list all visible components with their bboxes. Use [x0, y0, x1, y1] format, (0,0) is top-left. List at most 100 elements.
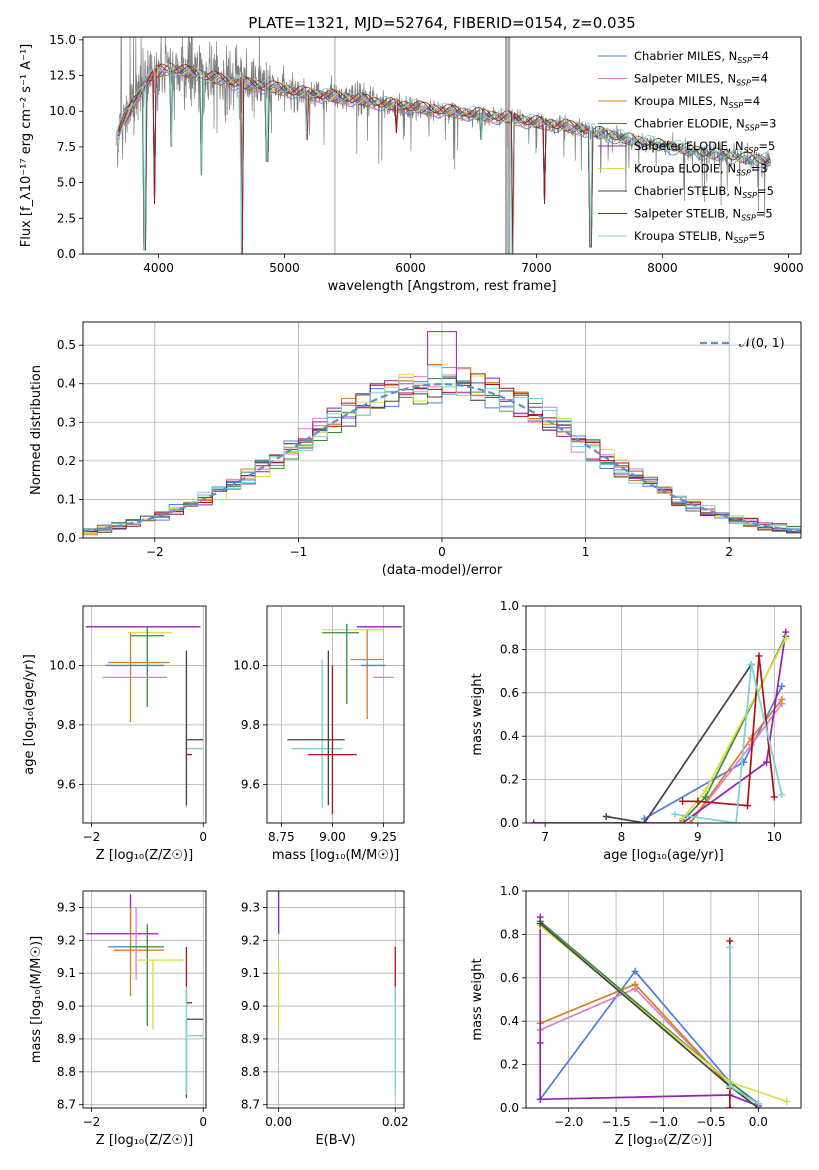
mw-age-frame	[525, 605, 802, 824]
mw-z-xtick-label: −1.5	[602, 1115, 631, 1129]
mw-z-xtick-label: −0.5	[696, 1115, 725, 1129]
mass-ebv-xtick-label: 0.02	[382, 1115, 409, 1129]
legend-entry: Salpeter MILES, NSSP=4	[634, 72, 768, 88]
residuals-legend: 𝒩(0, 1)	[700, 335, 785, 350]
mw-age-ytick-label: 0.0	[500, 816, 519, 830]
mass-weight-marker	[726, 943, 734, 951]
mass-z-ytick-label: 9.1	[57, 966, 76, 980]
mass-weight-marker	[778, 682, 786, 690]
mass-weight-marker	[602, 812, 610, 820]
mass-weight-marker	[631, 967, 639, 975]
spectrum-model-line	[117, 63, 771, 254]
mass-weight-line	[674, 664, 783, 823]
mass-z-ytick-label: 9.3	[57, 900, 76, 914]
mass-weight-marker	[631, 980, 639, 988]
mass-z-xtick-label: −2	[83, 1115, 101, 1129]
age-mass-xtick-label: 8.75	[268, 830, 295, 844]
residuals-axes: −2 −1 0 1 2 0.0 0.1 0.2 0.3 0.4 0.5 (data-model)/er…	[29, 321, 802, 578]
mass-ebv-ytick-label: 9.0	[241, 999, 260, 1013]
mw-z-ytick-label: 0.6	[500, 971, 519, 985]
mass-weight-marker	[536, 1095, 544, 1103]
mass-weight-marker	[536, 920, 544, 928]
spectrum-ytick-label: 10.0	[49, 104, 76, 118]
age-z-ylabel: age [log₁₀(age/yr)]	[22, 654, 37, 775]
age-mass-ytick-label: 10.0	[233, 658, 260, 672]
age-mass-xlabel: mass [log₁₀(M/M☉)]	[272, 848, 399, 863]
mass-weight-marker	[726, 1082, 734, 1090]
mass-weight-marker	[530, 819, 538, 823]
mw-z-axes: −2.0 −1.5 −1.0 −0.5 0.0 0.0 0.2 0.4 0.6 0.8 1.0 Z […	[470, 884, 802, 1148]
age-z-axes: −2 0 9.6 9.8 10.0 Z [log₁₀(Z/Z☉)] age [log₁₀(a…	[22, 605, 207, 863]
residuals-xtick-label: 2	[725, 545, 733, 559]
mass-ebv-ytick-label: 9.1	[241, 966, 260, 980]
mass-weight-marker	[702, 786, 710, 794]
spectrum-xtick-label: 7000	[521, 261, 552, 275]
legend-entry: Salpeter ELODIE, NSSP=5	[634, 139, 775, 155]
spectrum-xtick-label: 5000	[269, 261, 300, 275]
mass-z-ytick-label: 8.9	[57, 1032, 76, 1046]
mass-weight-marker	[778, 791, 786, 799]
age-z-xtick-label: −2	[83, 830, 101, 844]
mw-z-ytick-label: 0.8	[500, 927, 519, 941]
age-mass-ytick-label: 9.8	[241, 718, 260, 732]
spectrum-axes: 4000 5000 6000 7000 8000 9000 0.0 2.5 5.0 7.5 10.0…	[19, 33, 804, 294]
residuals-ytick-label: 0.3	[57, 415, 76, 429]
residual-histogram	[83, 373, 801, 532]
mass-z-xtick-label: 0	[199, 1115, 207, 1129]
residuals-ylabel: Normed distribution	[29, 365, 44, 495]
spectrum-model-line	[117, 63, 771, 254]
age-z-ytick-label: 9.6	[57, 777, 76, 791]
mass-z-ytick-label: 8.8	[57, 1065, 76, 1079]
mw-age-ylabel: mass weight	[470, 673, 485, 755]
mass-weight-marker	[732, 819, 740, 823]
spectrum-ylabel: Flux [f_λ10⁻¹⁷ erg cm⁻² s⁻¹ A⁻¹]	[19, 44, 34, 248]
age-mass-frame	[266, 605, 405, 824]
spectrum-xlabel: wavelength [Angstrom, rest frame]	[328, 279, 557, 294]
residuals-ytick-label: 0.4	[57, 377, 76, 391]
spectrum-xtick-label: 6000	[395, 261, 426, 275]
mass-ebv-xlabel: E(B-V)	[315, 1133, 355, 1148]
mw-z-ytick-label: 0.4	[500, 1014, 519, 1028]
mass-z-ytick-label: 8.7	[57, 1098, 76, 1112]
mw-age-xlabel: age [log₁₀(age/yr)]	[603, 848, 724, 863]
age-z-ytick-label: 9.8	[57, 718, 76, 732]
age-mass-ytick-label: 9.6	[241, 777, 260, 791]
mass-weight-marker	[726, 1104, 734, 1108]
mass-weight-marker	[770, 793, 778, 801]
residuals-xlabel: (data-model)/error	[382, 563, 503, 578]
residual-histogram	[83, 331, 801, 533]
mw-z-ylabel: mass weight	[470, 958, 485, 1040]
spectrum-ytick-label: 5.0	[57, 176, 76, 190]
mw-age-axes: 7 8 9 10 0.0 0.2 0.4 0.6 0.8 1.0 age [log₁₀(age/yr…	[470, 599, 802, 863]
mass-weight-marker	[679, 797, 687, 805]
age-z-ytick-label: 10.0	[49, 658, 76, 672]
mass-weight-marker	[782, 635, 790, 643]
mw-age-xtick-label: 10	[767, 830, 782, 844]
residuals-ytick-label: 0.0	[57, 531, 76, 545]
spectrum-model-line	[117, 64, 771, 254]
mw-z-xtick-label: 0.0	[749, 1115, 768, 1129]
residuals-ytick-label: 0.2	[57, 454, 76, 468]
mass-ebv-ytick-label: 8.8	[241, 1065, 260, 1079]
mass-weight-marker	[755, 652, 763, 660]
mass-weight-marker	[686, 819, 694, 823]
mw-z-ytick-label: 0.0	[500, 1101, 519, 1115]
mw-age-ytick-label: 0.6	[500, 686, 519, 700]
mass-weight-marker	[747, 661, 755, 669]
mass-z-xlabel: Z [log₁₀(Z/Z☉)]	[96, 1133, 193, 1148]
mass-weight-marker	[783, 1097, 791, 1105]
mass-weight-marker	[744, 802, 752, 810]
legend-entry: Kroupa ELODIE, NSSP=3	[634, 162, 768, 178]
mass-weight-marker	[536, 1039, 544, 1047]
spectrum-xtick-label: 4000	[143, 261, 174, 275]
mw-age-xtick-label: 8	[618, 830, 626, 844]
age-z-xtick-label: 0	[199, 830, 207, 844]
mass-weight-marker	[782, 628, 790, 636]
mw-z-xtick-label: −2.0	[554, 1115, 583, 1129]
spectrum-model-line	[117, 63, 771, 254]
spectrum-ytick-label: 7.5	[57, 140, 76, 154]
legend-entry: 𝒩(0, 1)	[739, 335, 785, 350]
mass-ebv-ytick-label: 8.9	[241, 1032, 260, 1046]
residuals-xtick-label: 1	[582, 545, 590, 559]
